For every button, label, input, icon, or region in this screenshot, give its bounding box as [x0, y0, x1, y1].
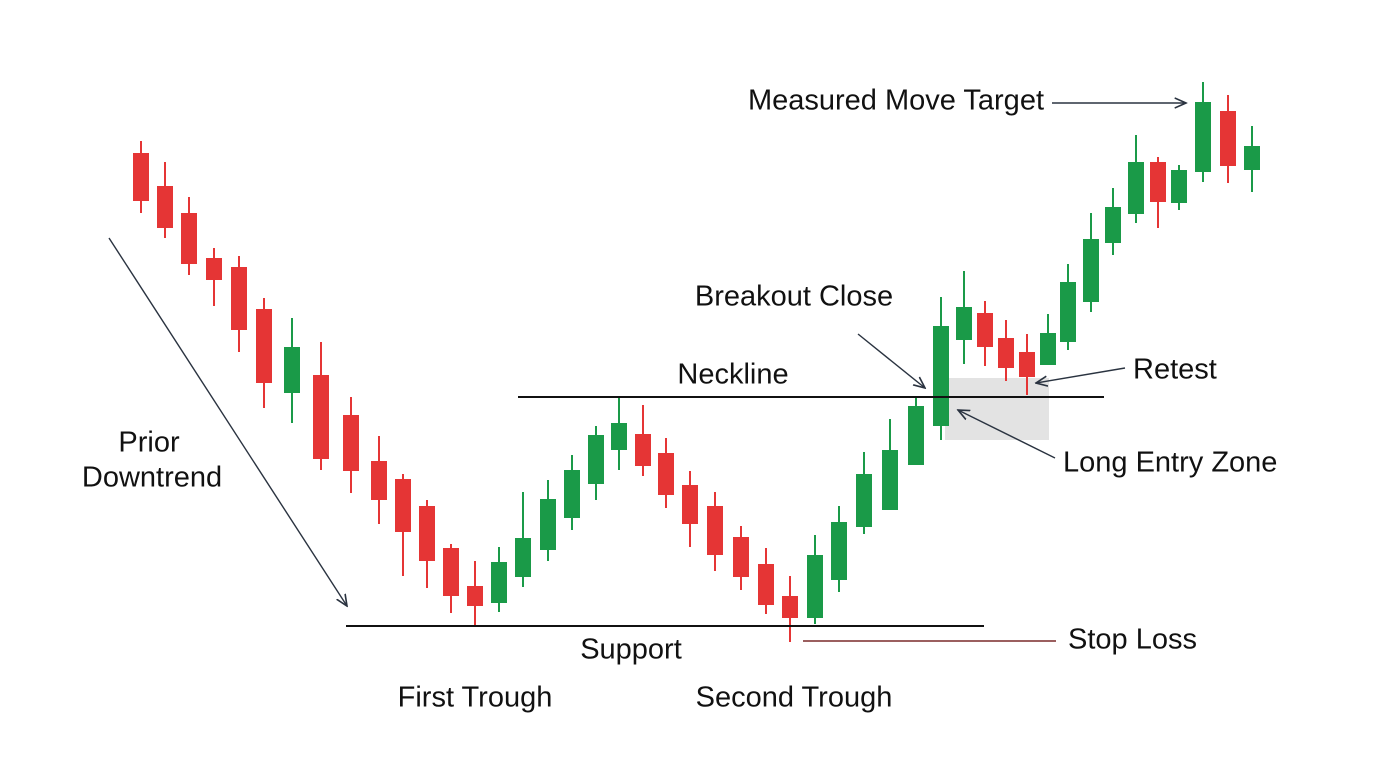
- candle-body: [611, 423, 627, 450]
- candle-body: [133, 153, 149, 201]
- arrow: [857, 333, 925, 388]
- candle-body: [1040, 333, 1056, 365]
- candle-body: [343, 415, 359, 471]
- candle-body: [933, 326, 949, 426]
- candle-body: [419, 506, 435, 561]
- candle-body: [733, 537, 749, 577]
- candle-body: [491, 562, 507, 603]
- label: Neckline: [677, 359, 788, 391]
- candle-body: [395, 479, 411, 532]
- candle-body: [1083, 239, 1099, 302]
- candle-body: [181, 213, 197, 264]
- candle-body: [831, 522, 847, 580]
- candle-body: [443, 548, 459, 596]
- candle-body: [1019, 352, 1035, 377]
- candle-body: [231, 267, 247, 330]
- label: Retest: [1133, 354, 1217, 386]
- label: Breakout Close: [695, 281, 893, 313]
- label: Second Trough: [696, 682, 893, 714]
- candle-body: [908, 406, 924, 465]
- label: Measured Move Target: [748, 85, 1044, 117]
- long-entry-zone-box: [945, 378, 1049, 440]
- candle-body: [206, 258, 222, 280]
- candle-body: [1171, 170, 1187, 203]
- candle-body: [1128, 162, 1144, 214]
- candle-body: [1150, 162, 1166, 202]
- candles: [133, 82, 1260, 642]
- candle-body: [782, 596, 798, 618]
- arrow: [958, 410, 1056, 459]
- candle-body: [371, 461, 387, 500]
- candle-body: [515, 538, 531, 577]
- candle-body: [977, 313, 993, 347]
- label: Stop Loss: [1068, 624, 1197, 656]
- candle-body: [1060, 282, 1076, 342]
- candle-body: [807, 555, 823, 618]
- candle-body: [1105, 207, 1121, 243]
- label: Prior: [118, 427, 180, 459]
- candle-body: [682, 485, 698, 524]
- candle-body: [588, 435, 604, 484]
- candle-body: [284, 347, 300, 393]
- candle-body: [564, 470, 580, 518]
- candle-body: [882, 450, 898, 510]
- candle-body: [256, 309, 272, 383]
- label: Downtrend: [82, 462, 222, 494]
- candle-body: [998, 338, 1014, 368]
- candle-body: [313, 375, 329, 459]
- candle-body: [1220, 111, 1236, 166]
- candle-body: [658, 453, 674, 495]
- candle-body: [956, 307, 972, 340]
- candle-body: [707, 506, 723, 555]
- candle-body: [1195, 102, 1211, 172]
- candle-body: [635, 434, 651, 466]
- candle-body: [856, 474, 872, 527]
- candle-body: [540, 499, 556, 550]
- label: Long Entry Zone: [1063, 447, 1277, 479]
- arrow: [1036, 367, 1126, 383]
- label: First Trough: [398, 682, 553, 714]
- candle-body: [758, 564, 774, 605]
- candle-body: [1244, 146, 1260, 170]
- arrow: [108, 237, 347, 606]
- candle-body: [467, 586, 483, 606]
- label: Support: [580, 634, 682, 666]
- candle-body: [157, 186, 173, 228]
